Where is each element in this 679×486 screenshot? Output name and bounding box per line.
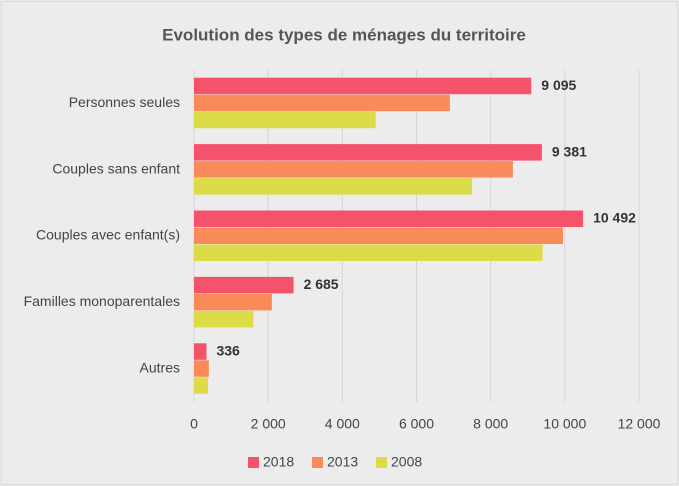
y-tick-label: Personnes seules: [69, 94, 180, 110]
legend-swatch: [312, 457, 323, 468]
bar: [194, 343, 207, 360]
value-label: 336: [216, 343, 240, 359]
bar: [194, 276, 294, 294]
bar: [194, 161, 513, 178]
x-tick-label: 4 000: [325, 416, 360, 432]
x-tick-label: 10 000: [543, 416, 586, 432]
bar: [194, 210, 584, 227]
x-tick-label: 12 000: [618, 416, 661, 432]
x-tick-label: 8 000: [473, 416, 508, 432]
legend-swatch: [376, 457, 387, 468]
bar: [194, 94, 450, 112]
bar: [194, 360, 209, 377]
bar: [194, 377, 209, 394]
value-label: 9 381: [552, 143, 587, 159]
y-tick-label: Autres: [140, 360, 180, 376]
value-label: 9 095: [541, 77, 576, 93]
legend-label: 2013: [327, 454, 358, 470]
bar: [194, 111, 376, 129]
chart-title: Evolution des types de ménages du territ…: [162, 25, 526, 44]
bar: [194, 227, 563, 244]
legend-label: 2008: [391, 454, 422, 470]
bar: [194, 293, 272, 311]
y-tick-label: Couples sans enfant: [52, 160, 180, 176]
bar: [194, 144, 542, 161]
bar: [194, 244, 543, 261]
bar: [194, 77, 532, 95]
bar: [194, 178, 473, 195]
x-tick-label: 6 000: [399, 416, 434, 432]
bar: [194, 310, 254, 328]
value-label: 10 492: [593, 210, 636, 226]
value-label: 2 685: [304, 276, 339, 292]
x-tick-label: 0: [190, 416, 198, 432]
y-tick-label: Couples avec enfant(s): [36, 227, 180, 243]
legend-swatch: [248, 457, 259, 468]
y-tick-label: Familles monoparentales: [24, 293, 180, 309]
legend-label: 2018: [263, 454, 294, 470]
x-tick-label: 2 000: [251, 416, 286, 432]
